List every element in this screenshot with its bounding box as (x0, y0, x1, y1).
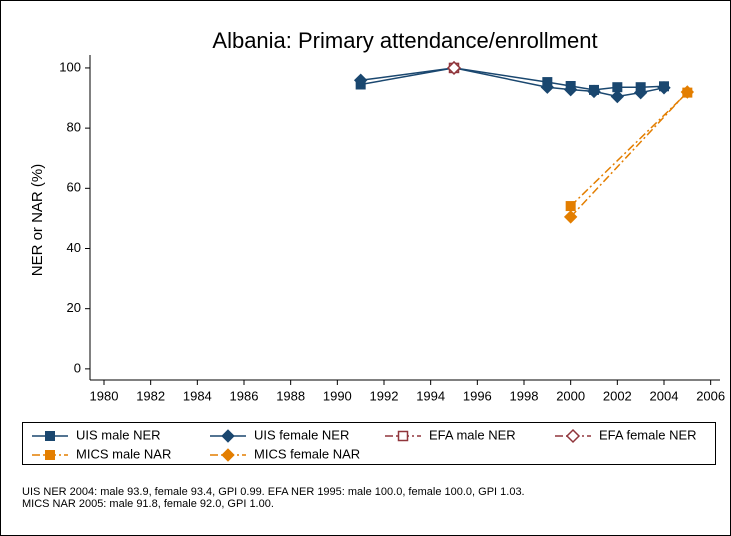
y-tick-label: 0 (74, 360, 81, 375)
y-tick-label: 40 (67, 240, 81, 255)
y-tick-label: 60 (67, 180, 81, 195)
data-point (565, 201, 576, 212)
legend-label: UIS male NER (76, 427, 161, 442)
x-tick-label: 2002 (603, 388, 632, 403)
data-point (657, 81, 671, 95)
data-point (587, 84, 601, 99)
x-tick-label: 2004 (650, 388, 679, 403)
x-tick-label: 1992 (370, 388, 399, 403)
legend-box (22, 422, 716, 465)
legend-marker (397, 430, 409, 442)
series-line (570, 91, 688, 218)
chart-title: Albania: Primary attendance/enrollment (212, 28, 597, 53)
series-line (570, 92, 688, 207)
legend-marker (45, 450, 55, 460)
data-point (353, 73, 368, 87)
x-tick-label: 1994 (416, 388, 445, 403)
legend-label: UIS female NER (254, 427, 349, 442)
legend-marker (45, 431, 55, 441)
data-point (680, 85, 695, 99)
data-point (563, 210, 578, 224)
y-tick-label: 80 (67, 120, 81, 135)
y-axis-label: NER or NAR (%) (29, 164, 46, 277)
x-tick-label: 2000 (556, 388, 585, 403)
data-point (610, 89, 625, 104)
data-point (563, 82, 578, 97)
note: MICS NAR 2005: male 91.8, female 92.0, G… (22, 498, 274, 510)
legend-label: MICS male NAR (76, 446, 171, 461)
x-tick-label: 1996 (463, 388, 492, 403)
data-point (540, 80, 555, 94)
y-tick-label: 100 (59, 59, 81, 74)
legend-label: EFA male NER (429, 427, 516, 442)
note: UIS NER 2004: male 93.9, female 93.4, GP… (22, 486, 525, 498)
x-tick-label: 1984 (183, 388, 212, 403)
data-point (633, 85, 648, 100)
legend-marker (221, 429, 235, 443)
y-tick-label: 20 (67, 300, 81, 315)
x-tick-label: 1988 (276, 388, 305, 403)
x-tick-label: 1990 (323, 388, 352, 403)
x-tick-label: 1980 (90, 388, 119, 403)
x-tick-label: 1986 (230, 388, 259, 403)
x-tick-label: 1982 (136, 388, 165, 403)
x-tick-label: 2006 (696, 388, 725, 403)
legend-label: EFA female NER (599, 427, 697, 442)
legend-marker (221, 448, 235, 462)
data-point (446, 60, 462, 76)
legend-marker (565, 428, 581, 444)
legend-label: MICS female NAR (254, 446, 360, 461)
x-tick-label: 1998 (510, 388, 539, 403)
